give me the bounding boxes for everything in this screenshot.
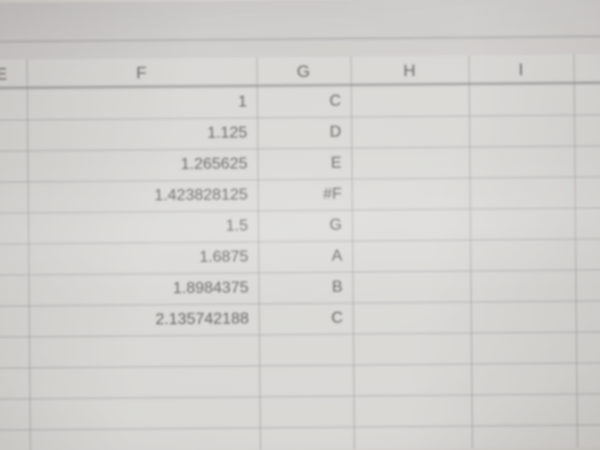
cell-h8[interactable] [353,302,461,334]
cell-f1[interactable]: 1 [237,93,247,111]
cell-f6[interactable]: 1.6875 [199,248,249,266]
cell-f9[interactable] [29,334,249,367]
cell-i1[interactable] [469,84,564,116]
cell-f5[interactable]: 1.5 [225,217,249,235]
cell-f10[interactable] [29,365,249,398]
cell-g2[interactable]: D [329,123,342,141]
cell-f4[interactable]: 1.423828125 [154,186,248,205]
column-header-e[interactable]: E [0,64,8,84]
cell-h1[interactable] [351,85,459,117]
cell-f2[interactable]: 1.125 [207,124,248,142]
column-header-g[interactable]: G [296,61,311,82]
cell-h6[interactable] [352,240,460,272]
cell-g11[interactable] [259,396,343,428]
cell-f7[interactable]: 1.8984375 [172,279,249,298]
cell-i11[interactable] [471,394,566,426]
cell-i5[interactable] [470,208,565,240]
cell-i10[interactable] [471,363,566,395]
cell-f8[interactable]: 2.135742188 [155,310,249,329]
column-header-f[interactable]: F [136,63,148,83]
cell-i7[interactable] [470,270,565,302]
cell-g4[interactable]: #F [322,185,342,203]
cell-i8[interactable] [471,301,566,333]
cell-g7[interactable]: B [331,278,343,296]
cell-h4[interactable] [352,178,460,210]
cell-i12[interactable] [472,425,567,450]
cell-h11[interactable] [353,395,461,427]
cell-h2[interactable] [351,116,459,148]
cell-i3[interactable] [469,146,564,178]
cell-g8[interactable]: C [331,309,343,327]
cell-h3[interactable] [351,147,459,179]
cell-h7[interactable] [352,271,460,303]
cell-g10[interactable] [259,365,343,397]
cell-i6[interactable] [470,239,565,271]
cell-g6[interactable]: A [331,247,343,265]
window-chrome-band [0,0,600,60]
cell-f12[interactable] [30,427,250,450]
cell-h9[interactable] [353,333,461,365]
cell-i9[interactable] [471,332,566,364]
cell-f11[interactable] [30,396,250,429]
column-header-h[interactable]: H [403,60,417,81]
cell-h12[interactable] [354,426,462,450]
cell-g12[interactable] [260,427,344,450]
spreadsheet-cells-area: 1 C 1.125 D 1.265625 E 1.423828125 #F 1.5 G 1.6875… [0,83,600,450]
cell-i4[interactable] [470,177,565,209]
spreadsheet-grid: E F G H I 1 C 1.125 D 1.265625 E 1.423828125 #F 1.5 G… [0,54,600,450]
cell-h5[interactable] [352,209,460,241]
column-header-i[interactable]: I [518,60,524,80]
cell-f3[interactable]: 1.265625 [180,155,248,174]
cell-h10[interactable] [353,364,461,396]
cell-g9[interactable] [259,334,343,366]
cell-g3[interactable]: E [330,154,342,172]
cell-i2[interactable] [469,115,564,147]
cell-g1[interactable]: C [329,92,341,110]
cell-g5[interactable]: G [329,216,343,234]
